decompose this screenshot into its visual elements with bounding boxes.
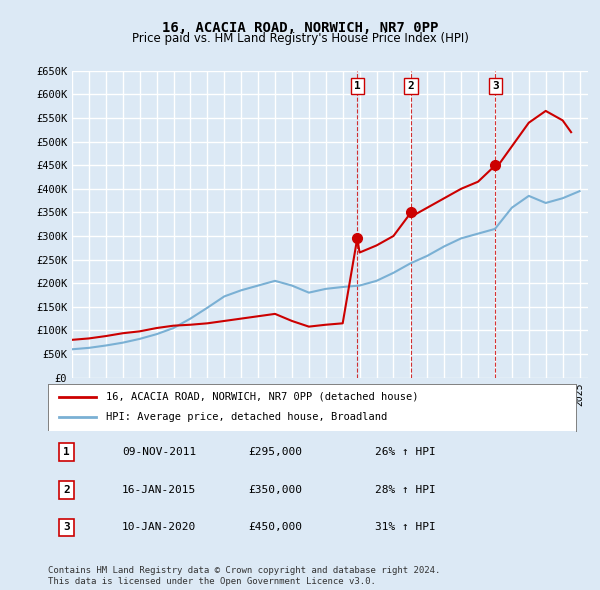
Text: 2: 2 bbox=[63, 485, 70, 494]
Text: 31% ↑ HPI: 31% ↑ HPI bbox=[376, 523, 436, 532]
Text: 16-JAN-2015: 16-JAN-2015 bbox=[122, 485, 196, 494]
Text: 10-JAN-2020: 10-JAN-2020 bbox=[122, 523, 196, 532]
Text: 1: 1 bbox=[354, 81, 361, 91]
Text: £295,000: £295,000 bbox=[248, 447, 302, 457]
Text: £450,000: £450,000 bbox=[248, 523, 302, 532]
Text: 3: 3 bbox=[492, 81, 499, 91]
Text: 2: 2 bbox=[407, 81, 415, 91]
Text: Contains HM Land Registry data © Crown copyright and database right 2024.
This d: Contains HM Land Registry data © Crown c… bbox=[48, 566, 440, 586]
Text: 16, ACACIA ROAD, NORWICH, NR7 0PP (detached house): 16, ACACIA ROAD, NORWICH, NR7 0PP (detac… bbox=[106, 392, 419, 402]
Text: 3: 3 bbox=[63, 523, 70, 532]
Text: £350,000: £350,000 bbox=[248, 485, 302, 494]
Text: 1: 1 bbox=[63, 447, 70, 457]
Text: 28% ↑ HPI: 28% ↑ HPI bbox=[376, 485, 436, 494]
Text: 16, ACACIA ROAD, NORWICH, NR7 0PP: 16, ACACIA ROAD, NORWICH, NR7 0PP bbox=[162, 21, 438, 35]
Text: 26% ↑ HPI: 26% ↑ HPI bbox=[376, 447, 436, 457]
Text: 09-NOV-2011: 09-NOV-2011 bbox=[122, 447, 196, 457]
Text: HPI: Average price, detached house, Broadland: HPI: Average price, detached house, Broa… bbox=[106, 412, 388, 422]
Text: Price paid vs. HM Land Registry's House Price Index (HPI): Price paid vs. HM Land Registry's House … bbox=[131, 32, 469, 45]
